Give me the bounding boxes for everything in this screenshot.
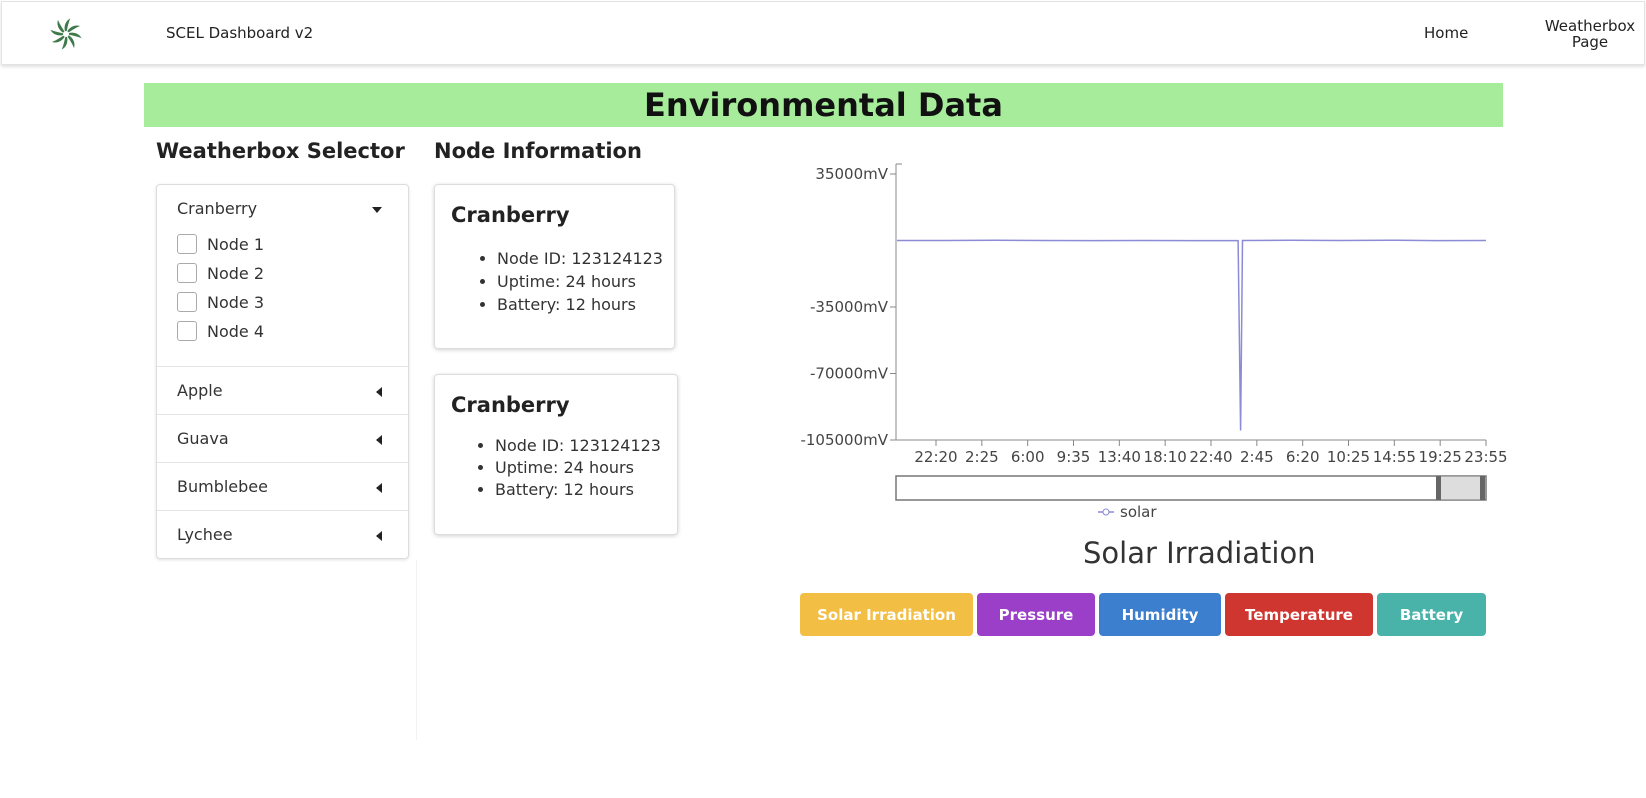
accordion-label: Apple xyxy=(177,381,223,400)
battery-button[interactable]: Battery xyxy=(1377,593,1486,636)
x-tick-label: 22:20 xyxy=(914,448,957,466)
node-card-title: Cranberry xyxy=(451,393,570,417)
range-slider-window xyxy=(1437,475,1485,501)
x-tick-label: 10:25 xyxy=(1327,448,1370,466)
node-label: Node 4 xyxy=(207,322,265,341)
accordion-apple[interactable]: Apple xyxy=(157,366,408,414)
series-line-solar xyxy=(897,239,1487,431)
nav-link-weatherbox-page[interactable]: Weatherbox Page xyxy=(1544,17,1636,51)
node-card-title: Cranberry xyxy=(451,203,570,227)
x-tick-label: 13:40 xyxy=(1098,448,1141,466)
node-checkbox[interactable] xyxy=(177,321,197,341)
caret-left-icon xyxy=(376,483,382,493)
node-label: Node 2 xyxy=(207,264,265,283)
node-checkbox[interactable] xyxy=(177,234,197,254)
accordion-lychee[interactable]: Lychee xyxy=(157,510,408,558)
accordion-label: Cranberry xyxy=(177,199,258,218)
node-label: Node 3 xyxy=(207,293,265,312)
node-detail-item: Battery: 12 hours xyxy=(495,479,661,501)
caret-down-icon xyxy=(372,207,382,213)
x-tick-label: 18:10 xyxy=(1144,448,1187,466)
selector-heading: Weatherbox Selector xyxy=(156,139,405,163)
x-tick-label: 6:00 xyxy=(1011,448,1045,466)
x-tick-label: 22:40 xyxy=(1189,448,1232,466)
pinwheel-logo-icon[interactable] xyxy=(48,16,84,52)
page-banner: Environmental Data xyxy=(144,83,1503,127)
accordion-guava[interactable]: Guava xyxy=(157,414,408,462)
divider xyxy=(416,560,417,740)
legend-swatch-marker xyxy=(1102,508,1110,516)
legend-label: solar xyxy=(1120,503,1157,521)
temperature-button[interactable]: Temperature xyxy=(1225,593,1373,636)
solar-irradiation-button[interactable]: Solar Irradiation xyxy=(800,593,973,636)
chart-title: Solar Irradiation xyxy=(1083,536,1316,570)
node-detail-list: Node ID: 123124123 Uptime: 24 hours Batt… xyxy=(495,435,661,501)
x-tick-label: 14:55 xyxy=(1373,448,1416,466)
x-tick-label: 6:20 xyxy=(1286,448,1320,466)
solar-line-chart[interactable]: 35000mV -35000mV -70000mV -105000mV 22:20 2:2… xyxy=(790,160,1520,530)
node-label: Node 1 xyxy=(207,235,265,254)
nav-link-home[interactable]: Home xyxy=(1424,24,1469,42)
node-card: Cranberry Node ID: 123124123 Uptime: 24 … xyxy=(434,184,675,349)
node-detail-item: Uptime: 24 hours xyxy=(495,457,661,479)
node-detail-item: Uptime: 24 hours xyxy=(497,270,663,293)
caret-left-icon xyxy=(376,387,382,397)
node-card: Cranberry Node ID: 123124123 Uptime: 24 … xyxy=(434,374,678,535)
node-detail-list: Node ID: 123124123 Uptime: 24 hours Batt… xyxy=(497,247,663,316)
range-slider-track xyxy=(895,475,1487,501)
node-info-heading: Node Information xyxy=(434,139,642,163)
range-handle-left xyxy=(1436,476,1441,500)
range-handle-right xyxy=(1480,476,1485,500)
app-title[interactable]: SCEL Dashboard v2 xyxy=(166,24,314,42)
x-tick-label: 2:25 xyxy=(965,448,999,466)
pressure-button[interactable]: Pressure xyxy=(977,593,1095,636)
x-tick-label: 19:25 xyxy=(1419,448,1462,466)
y-tick-label: 35000mV xyxy=(815,165,888,183)
weatherbox-selector: Cranberry Node 1 Node 2 Node 3 Node 4 Ap… xyxy=(156,184,409,559)
accordion-bumblebee[interactable]: Bumblebee xyxy=(157,462,408,510)
top-navbar: SCEL Dashboard v2 Home Weatherbox Page xyxy=(1,1,1645,65)
caret-left-icon xyxy=(376,435,382,445)
accordion-label: Guava xyxy=(177,429,229,448)
node-detail-item: Node ID: 123124123 xyxy=(495,435,661,457)
node-detail-item: Node ID: 123124123 xyxy=(497,247,663,270)
x-tick-label: 2:45 xyxy=(1240,448,1274,466)
caret-left-icon xyxy=(376,531,382,541)
x-tick-label: 9:35 xyxy=(1057,448,1091,466)
y-tick-label: -35000mV xyxy=(810,298,889,316)
node-checkbox[interactable] xyxy=(177,292,197,312)
node-checkbox[interactable] xyxy=(177,263,197,283)
humidity-button[interactable]: Humidity xyxy=(1099,593,1221,636)
accordion-label: Bumblebee xyxy=(177,477,268,496)
node-detail-item: Battery: 12 hours xyxy=(497,293,663,316)
accordion-cranberry[interactable]: Cranberry xyxy=(157,185,408,233)
x-tick-label: 23:55 xyxy=(1464,448,1507,466)
y-tick-label: -70000mV xyxy=(810,365,889,383)
accordion-label: Lychee xyxy=(177,525,233,544)
y-tick-label: -105000mV xyxy=(800,431,888,449)
